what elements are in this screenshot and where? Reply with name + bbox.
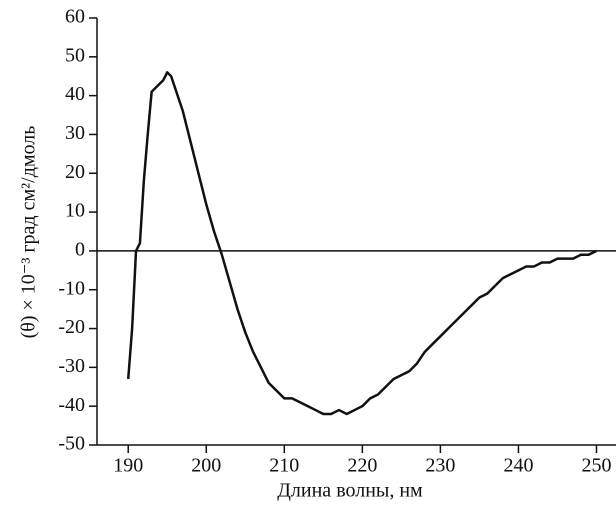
x-tick-label: 200	[191, 455, 221, 477]
y-tick-label: -50	[58, 433, 85, 455]
y-tick-label: 20	[65, 161, 85, 183]
y-tick-label: -10	[58, 277, 85, 299]
y-tick-label: 30	[65, 122, 85, 144]
data-line	[126, 71, 598, 416]
y-tick-label: 10	[65, 200, 85, 222]
x-axis-label: Длина волны, нм	[277, 480, 423, 502]
y-tick-label: -20	[58, 316, 85, 338]
y-tick-label: 50	[65, 44, 85, 66]
y-axis-label: (θ) × 10⁻³ град см²/дмоль	[18, 126, 40, 339]
x-tick-label: 240	[503, 455, 533, 477]
y-tick-label: 60	[65, 6, 85, 28]
y-tick-label: -30	[58, 355, 85, 377]
x-tick-label: 190	[113, 455, 143, 477]
y-tick-label: -40	[58, 394, 85, 416]
x-tick-label: 230	[425, 455, 455, 477]
y-tick-label: 40	[65, 83, 85, 105]
x-tick-label: 220	[347, 455, 377, 477]
x-tick-label: 210	[269, 455, 299, 477]
x-tick-label: 250	[581, 455, 611, 477]
y-tick-label: 0	[75, 239, 85, 261]
